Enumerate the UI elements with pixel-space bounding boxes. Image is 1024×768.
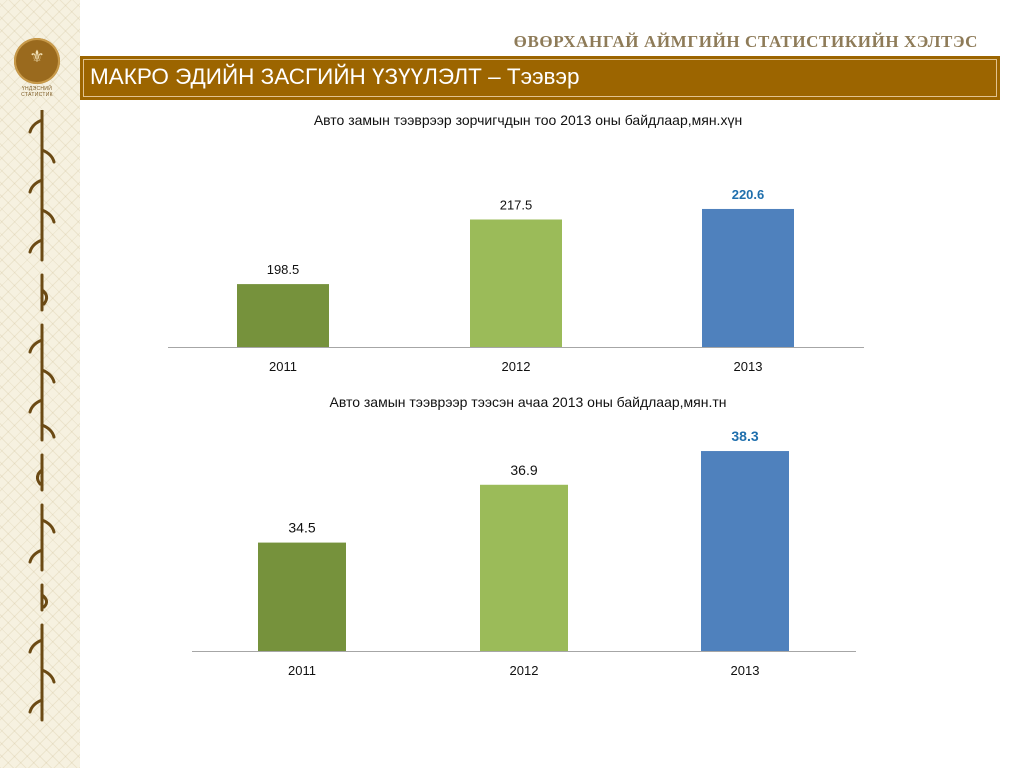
statistics-emblem-icon: ⚜ — [14, 38, 60, 84]
chart-2-data-label-2012: 36.9 — [510, 462, 537, 478]
chart-1-data-label-2012: 217.5 — [500, 198, 533, 213]
chart-1-data-label-2011: 198.5 — [267, 262, 300, 277]
chart-1-tick-label-2012: 2012 — [502, 359, 531, 374]
decorative-sidebar: ⚜ ҮНДЭСНИЙ СТАТИСТИК — [0, 0, 80, 768]
chart-2-tick-label-2012: 2012 — [510, 663, 539, 678]
chart-2-data-label-2011: 34.5 — [288, 520, 315, 536]
page-title: МАКРО ЭДИЙН ЗАСГИЙН ҮЗҮҮЛЭЛТ – Тээвэр — [90, 64, 580, 89]
chart-1-tick-label-2013: 2013 — [734, 359, 763, 374]
chart-2-tick-label-2011: 2011 — [288, 663, 316, 678]
chart-2-title: Авто замын тээврээр тээсэн ачаа 2013 оны… — [329, 394, 727, 410]
mongolian-script-icon — [28, 110, 56, 722]
chart-1-tick-label-2011: 2011 — [269, 359, 297, 374]
title-bar: МАКРО ЭДИЙН ЗАСГИЙН ҮЗҮҮЛЭЛТ – Тээвэр — [80, 56, 1000, 100]
chart-1-data-label-2013: 220.6 — [732, 187, 765, 202]
chart-2-bar-2013 — [701, 451, 789, 651]
chart-1-bar-2012 — [470, 219, 562, 347]
chart-2-data-label-2013: 38.3 — [731, 428, 758, 444]
chart-1-bar-2011 — [237, 284, 329, 347]
agency-name: ӨВӨРХАНГАЙ АЙМГИЙН СТАТИСТИКИЙН ХЭЛТЭС — [513, 32, 978, 51]
title-bar-border — [83, 59, 997, 97]
chart-2-bar-2012 — [480, 484, 568, 651]
chart-1-bar-2013 — [702, 208, 794, 347]
emblem-text: ҮНДЭСНИЙ СТАТИСТИК — [21, 86, 53, 98]
chart-2-bar-2011 — [258, 542, 346, 651]
chart-2-tick-label-2013: 2013 — [731, 663, 760, 678]
chart-1-title: Авто замын тээврээр зорчигчдын тоо 2013 … — [313, 112, 743, 128]
